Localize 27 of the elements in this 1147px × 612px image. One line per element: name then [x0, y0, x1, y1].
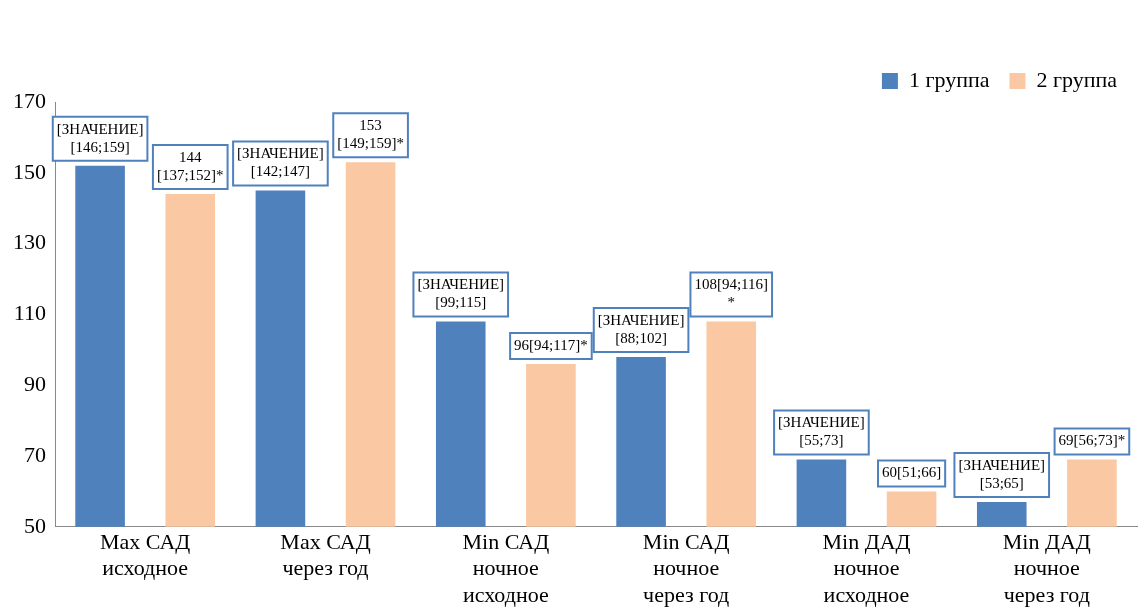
x-tick-label: Min ДАД ночное исходное [822, 528, 911, 607]
x-tick-label: Max САД через год [280, 528, 371, 581]
y-tick-label: 50 [24, 512, 46, 538]
x-tick-label: Min САД ночное исходное [462, 528, 550, 607]
data-label: 96[94;117]* [514, 336, 588, 353]
data-label: 69[56;73]* [1058, 432, 1126, 449]
data-label: 153[149;159]* [337, 117, 404, 152]
legend-label: 2 группа [1036, 66, 1118, 92]
y-tick-label: 150 [13, 158, 46, 184]
x-tick-label: Max САД исходное [100, 528, 191, 581]
y-tick-label: 170 [13, 87, 46, 113]
x-tick-label: Min ДАД ночное через год [1002, 528, 1091, 607]
data-label: [ЗНАЧЕНИЕ][53;65] [958, 456, 1046, 491]
data-label: [ЗНАЧЕНИЕ][142;147] [237, 145, 324, 180]
data-label: [ЗНАЧЕНИЕ][99;115] [417, 276, 505, 311]
data-label: [ЗНАЧЕНИЕ][55;73] [778, 414, 865, 449]
x-tick-label: Min САД ночное через год [642, 528, 730, 607]
y-tick-label: 110 [13, 300, 46, 326]
data-label: 108[94;116]* [694, 276, 769, 311]
data-label: 144[137;152]* [156, 148, 224, 183]
y-tick-label: 70 [24, 441, 46, 467]
y-tick-label: 90 [24, 370, 46, 396]
y-tick-label: 130 [13, 229, 46, 255]
data-label: 60[51;66] [882, 464, 942, 481]
data-label: [ЗНАЧЕНИЕ][88;102] [597, 311, 685, 346]
data-label: [ЗНАЧЕНИЕ][146;159] [56, 120, 144, 155]
legend-label: 1 группа [908, 66, 990, 92]
